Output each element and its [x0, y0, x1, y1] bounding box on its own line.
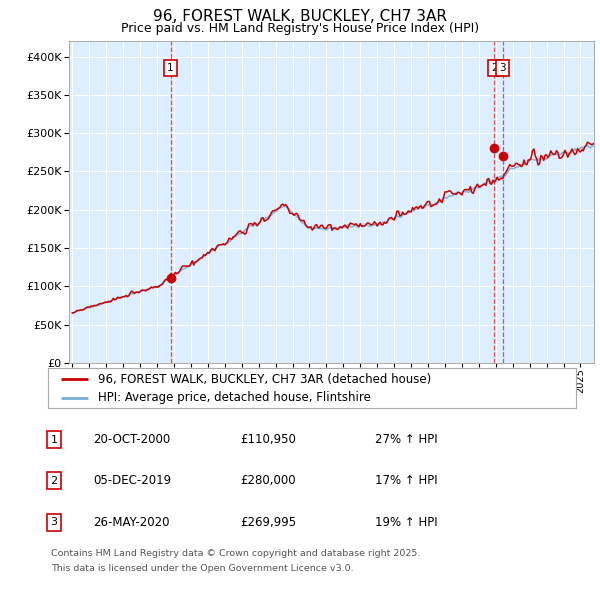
Text: 26-MAY-2020: 26-MAY-2020: [93, 516, 170, 529]
Text: £269,995: £269,995: [240, 516, 296, 529]
Text: HPI: Average price, detached house, Flintshire: HPI: Average price, detached house, Flin…: [98, 391, 371, 404]
Text: 2: 2: [50, 476, 58, 486]
Text: 96, FOREST WALK, BUCKLEY, CH7 3AR: 96, FOREST WALK, BUCKLEY, CH7 3AR: [153, 9, 447, 24]
Text: 3: 3: [50, 517, 58, 527]
Text: Price paid vs. HM Land Registry's House Price Index (HPI): Price paid vs. HM Land Registry's House …: [121, 22, 479, 35]
Text: 17% ↑ HPI: 17% ↑ HPI: [375, 474, 437, 487]
Text: 27% ↑ HPI: 27% ↑ HPI: [375, 433, 437, 446]
Text: 96, FOREST WALK, BUCKLEY, CH7 3AR (detached house): 96, FOREST WALK, BUCKLEY, CH7 3AR (detac…: [98, 373, 431, 386]
Text: 19% ↑ HPI: 19% ↑ HPI: [375, 516, 437, 529]
Text: Contains HM Land Registry data © Crown copyright and database right 2025.: Contains HM Land Registry data © Crown c…: [51, 549, 421, 558]
Text: This data is licensed under the Open Government Licence v3.0.: This data is licensed under the Open Gov…: [51, 565, 353, 573]
Text: 20-OCT-2000: 20-OCT-2000: [93, 433, 170, 446]
Text: 1: 1: [50, 435, 58, 444]
Text: £280,000: £280,000: [240, 474, 296, 487]
Text: 2: 2: [491, 63, 498, 73]
Text: 05-DEC-2019: 05-DEC-2019: [93, 474, 171, 487]
Text: 1: 1: [167, 63, 174, 73]
Text: 3: 3: [499, 63, 506, 73]
Text: £110,950: £110,950: [240, 433, 296, 446]
